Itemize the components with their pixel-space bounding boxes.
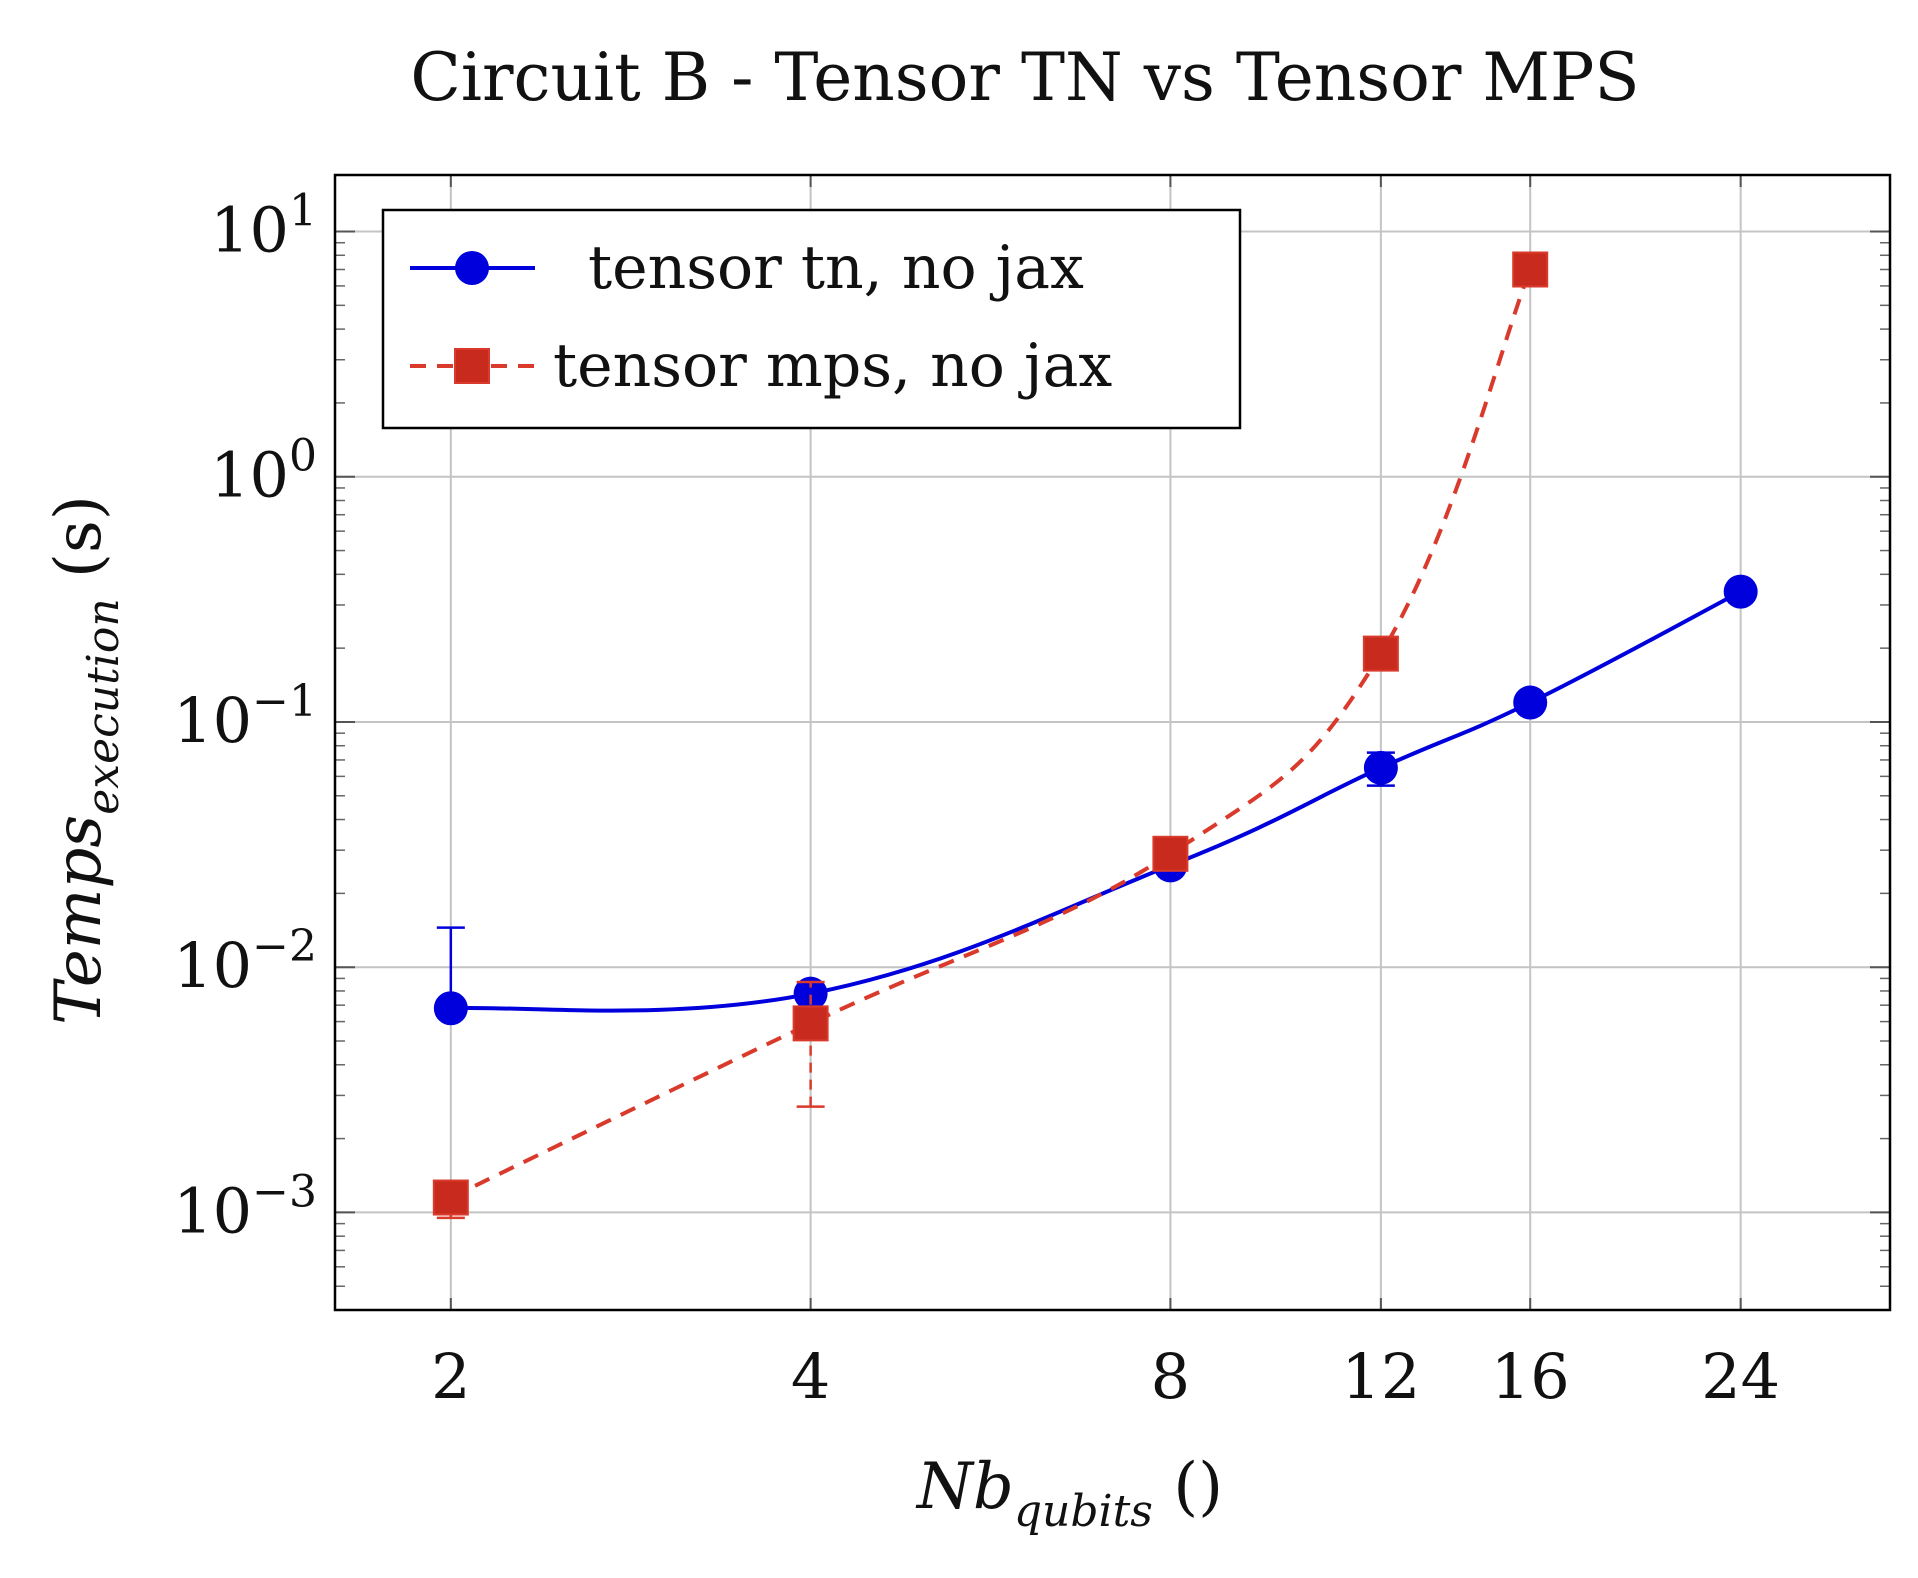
series-tensor-tn [433,574,1758,1026]
x-tick-label: 2 [431,1340,470,1413]
x-axis-label: Nbqubits () [915,1450,1223,1537]
legend-box [381,208,1242,430]
y-tick-label: 10−2 [173,921,317,1002]
y-tick-label: 10−1 [173,676,317,757]
legend: tensor tn, no jax tensor mps, no jax [381,208,1242,430]
data-point [433,991,468,1026]
legend-marker-tn [455,251,489,285]
y-tick-label: 101 [210,186,317,267]
legend-label-mps: tensor mps, no jax [553,331,1112,401]
y-axis-label: Tempsexecution (s) [42,495,129,1025]
data-point [792,1005,829,1042]
y-tick-label: 10−3 [173,1166,317,1247]
legend-label-tn: tensor tn, no jax [588,233,1084,303]
data-point [1152,835,1189,872]
series-tensor-mps [432,251,1549,1220]
data-point [793,976,828,1011]
data-point [432,1179,469,1216]
chart-title: Circuit B - Tensor TN vs Tensor MPS [410,39,1639,116]
data-point [1512,251,1549,288]
x-tick-label: 16 [1491,1340,1570,1413]
x-tick-labels: 2 4 8 12 16 24 [431,1340,1780,1413]
series-line [450,589,1742,1013]
y-tick-label: 100 [210,431,317,512]
data-point [1723,574,1758,609]
x-tick-label: 12 [1341,1340,1420,1413]
data-point [1363,750,1398,785]
data-point [1513,685,1548,720]
x-tick-label: 8 [1151,1340,1190,1413]
y-tick-labels: 10−3 10−2 10−1 100 101 [173,186,317,1248]
legend-marker-mps [454,348,490,384]
plot-frame [333,173,1892,1312]
series-layer [432,251,1758,1220]
x-tick-label: 4 [791,1340,830,1413]
minor-ticks [335,241,1890,1287]
x-tick-label: 24 [1701,1340,1780,1413]
data-point [1362,635,1399,672]
